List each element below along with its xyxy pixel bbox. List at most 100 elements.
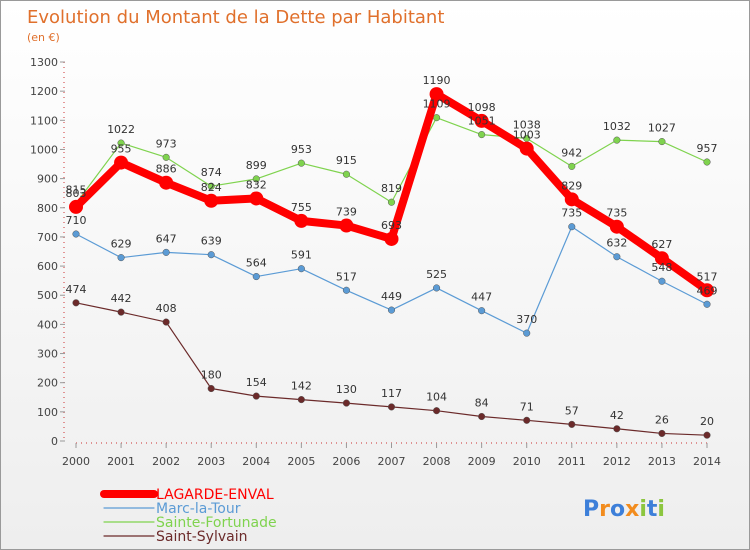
data-point — [429, 87, 444, 102]
data-label: 57 — [565, 404, 579, 417]
data-point — [387, 198, 396, 206]
data-label: 942 — [561, 146, 582, 159]
data-point — [117, 254, 125, 262]
data-label: 693 — [381, 219, 402, 232]
y-tick-label: 1200 — [30, 85, 58, 98]
data-label: 449 — [381, 290, 402, 303]
y-tick-label: 400 — [37, 318, 58, 331]
data-point — [433, 114, 441, 122]
y-tick-label: 0 — [51, 435, 58, 448]
y-tick-label: 1100 — [30, 114, 58, 127]
data-label: 824 — [201, 181, 222, 194]
data-point — [114, 155, 129, 170]
data-point — [609, 219, 624, 234]
data-label: 915 — [336, 154, 357, 167]
y-tick-label: 800 — [37, 202, 58, 215]
proxiti-logo: Proxiti — [583, 497, 665, 522]
data-point — [297, 159, 305, 167]
x-tick-label: 2002 — [152, 455, 180, 468]
legend-label: Marc-la-Tour — [156, 501, 241, 517]
logo-letter: x — [625, 497, 639, 522]
data-label: 104 — [426, 391, 447, 404]
data-point — [613, 425, 621, 433]
data-label: 955 — [111, 143, 132, 156]
y-tick-label: 100 — [37, 406, 58, 419]
data-label: 26 — [655, 413, 669, 426]
data-point — [433, 407, 441, 415]
x-tick-label: 2013 — [648, 455, 676, 468]
data-label: 591 — [291, 249, 312, 262]
series-marc-la-tour — [72, 223, 711, 337]
data-label: 469 — [697, 284, 718, 297]
y-tick-label: 700 — [37, 231, 58, 244]
data-label: 815 — [66, 183, 87, 196]
data-point — [252, 392, 260, 400]
data-label: 20 — [700, 415, 714, 428]
x-tick-label: 2009 — [468, 455, 496, 468]
logo-letter: P — [583, 497, 599, 522]
data-label: 735 — [561, 207, 582, 220]
x-tick-label: 2005 — [287, 455, 315, 468]
data-point — [162, 153, 170, 161]
data-point — [387, 403, 396, 411]
data-point — [384, 231, 399, 246]
data-label: 154 — [246, 376, 267, 389]
data-point — [523, 416, 531, 424]
data-point — [568, 420, 576, 428]
data-label: 639 — [201, 235, 222, 248]
data-point — [703, 158, 711, 166]
data-point — [700, 283, 714, 298]
x-tick-label: 2012 — [603, 455, 631, 468]
x-tick-label: 2006 — [332, 455, 360, 468]
data-label: 819 — [381, 182, 402, 195]
data-point — [72, 230, 80, 238]
data-label: 1038 — [513, 118, 541, 131]
data-point — [117, 308, 125, 316]
y-tick-label: 300 — [37, 348, 58, 361]
x-tick-label: 2007 — [378, 455, 406, 468]
data-label: 953 — [291, 143, 312, 156]
data-label: 447 — [471, 291, 492, 304]
data-point — [478, 131, 486, 139]
data-point — [474, 113, 489, 128]
data-label: 517 — [336, 270, 357, 283]
data-label: 632 — [606, 237, 627, 250]
data-label: 474 — [66, 283, 87, 296]
data-label: 84 — [475, 397, 489, 410]
data-label: 117 — [381, 387, 402, 400]
data-label: 42 — [610, 409, 624, 422]
data-label: 1190 — [423, 74, 451, 87]
data-label: 1051 — [468, 115, 496, 128]
data-point — [703, 431, 711, 439]
data-label: 803 — [66, 187, 87, 200]
data-point — [207, 182, 215, 190]
data-point — [387, 306, 396, 314]
y-tick-label: 1000 — [30, 143, 58, 156]
y-tick-label: 200 — [37, 377, 58, 390]
data-label: 1003 — [513, 129, 541, 142]
y-tick-label: 600 — [37, 260, 58, 273]
logo-letter: t — [647, 497, 658, 522]
data-label: 548 — [651, 261, 672, 274]
y-tick-label: 500 — [37, 289, 58, 302]
data-point — [159, 175, 174, 190]
data-point — [162, 318, 170, 326]
data-point — [654, 251, 669, 266]
legend: LAGARDE-ENVALMarc-la-TourSainte-Fortunad… — [100, 487, 277, 545]
data-point — [564, 192, 579, 207]
data-label: 442 — [111, 292, 132, 305]
data-point — [342, 170, 350, 178]
data-label: 517 — [697, 270, 718, 283]
data-point — [72, 299, 80, 307]
data-label: 1098 — [468, 101, 496, 114]
data-point — [658, 429, 666, 437]
x-tick-label: 2001 — [107, 455, 135, 468]
data-point — [297, 396, 305, 404]
data-label: 180 — [201, 369, 222, 382]
legend-label: Saint-Sylvain — [156, 529, 247, 545]
data-label: 829 — [561, 179, 582, 192]
data-label: 886 — [156, 163, 177, 176]
data-label: 832 — [246, 178, 267, 191]
